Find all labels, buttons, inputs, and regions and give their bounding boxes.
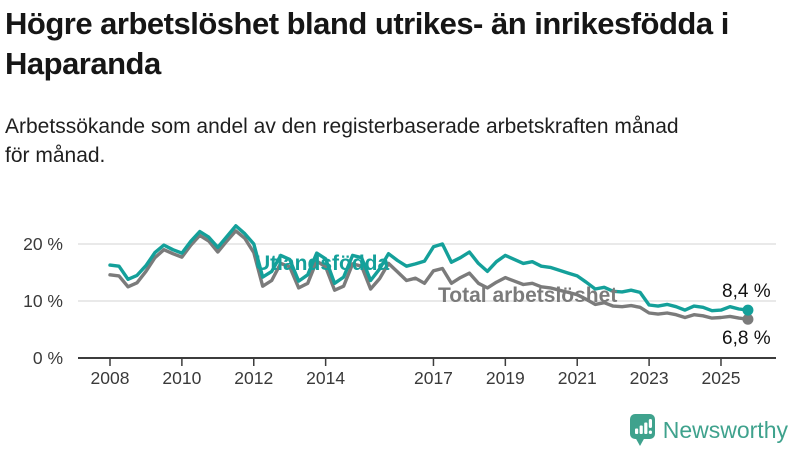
- x-tick-label: 2019: [486, 368, 525, 388]
- end-value-label-total: 6,8 %: [722, 328, 771, 349]
- x-axis: 2008 2010 2012 2014 2017 2019 2021 2023 2025: [91, 358, 741, 388]
- series-lines: [108, 224, 750, 321]
- series-end-dots: [742, 304, 754, 325]
- end-value-label-utlandsfodda: 8,4 %: [722, 281, 771, 302]
- x-tick-label: 2021: [558, 368, 597, 388]
- series-label-total-arbetsloshet: Total arbetslöshet: [438, 284, 617, 307]
- bar-chart-speech-bubble-icon: [629, 414, 655, 446]
- y-tick-label: 20 %: [23, 234, 63, 254]
- gridlines: [78, 243, 776, 359]
- newsworthy-logo[interactable]: Newsworthy: [629, 414, 788, 447]
- series-end-dot-utlandsfodda: [742, 304, 754, 316]
- x-tick-label: 2012: [234, 368, 273, 388]
- x-tick-label: 2023: [630, 368, 669, 388]
- x-tick-label: 2025: [702, 368, 741, 388]
- y-tick-label: 0 %: [33, 348, 63, 368]
- x-tick-label: 2010: [162, 368, 201, 388]
- y-tick-label: 10 %: [23, 291, 63, 311]
- series-end-dot-total: [742, 313, 754, 325]
- series-line-utlandsfodda: [108, 224, 750, 313]
- series-label-utlandsfodda: Utlandsfödda: [255, 252, 389, 275]
- brand-wordmark: Newsworthy: [662, 417, 788, 443]
- x-tick-label: 2008: [91, 368, 130, 388]
- x-tick-label: 2017: [414, 368, 453, 388]
- page-subtitle: Arbetssökande som andel av den registerb…: [5, 115, 679, 167]
- page-title: Högre arbetslöshet bland utrikes- än inr…: [5, 6, 729, 81]
- x-tick-label: 2014: [306, 368, 345, 388]
- y-axis: 0 % 10 % 20 %: [23, 234, 63, 368]
- series-line-total: [108, 229, 750, 321]
